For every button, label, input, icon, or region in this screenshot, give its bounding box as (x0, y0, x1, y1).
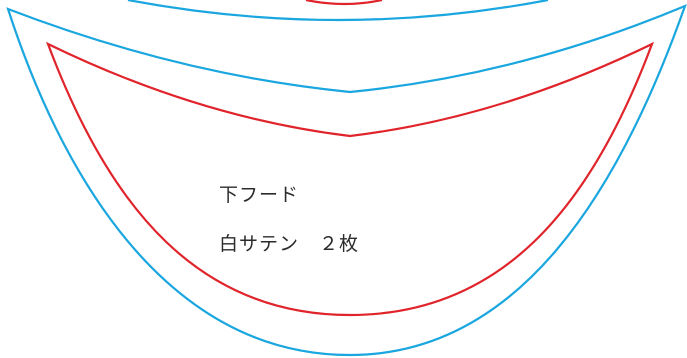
upper-piece-cut-line (127, 0, 549, 22)
hood-finished-line (46, 41, 654, 317)
piece-name-label: 下フード (219, 184, 300, 206)
upper-piece-finished-line (305, 0, 383, 6)
material-count-label: 白サテン ２枚 (219, 233, 360, 255)
hood-cut-line (6, 4, 687, 357)
